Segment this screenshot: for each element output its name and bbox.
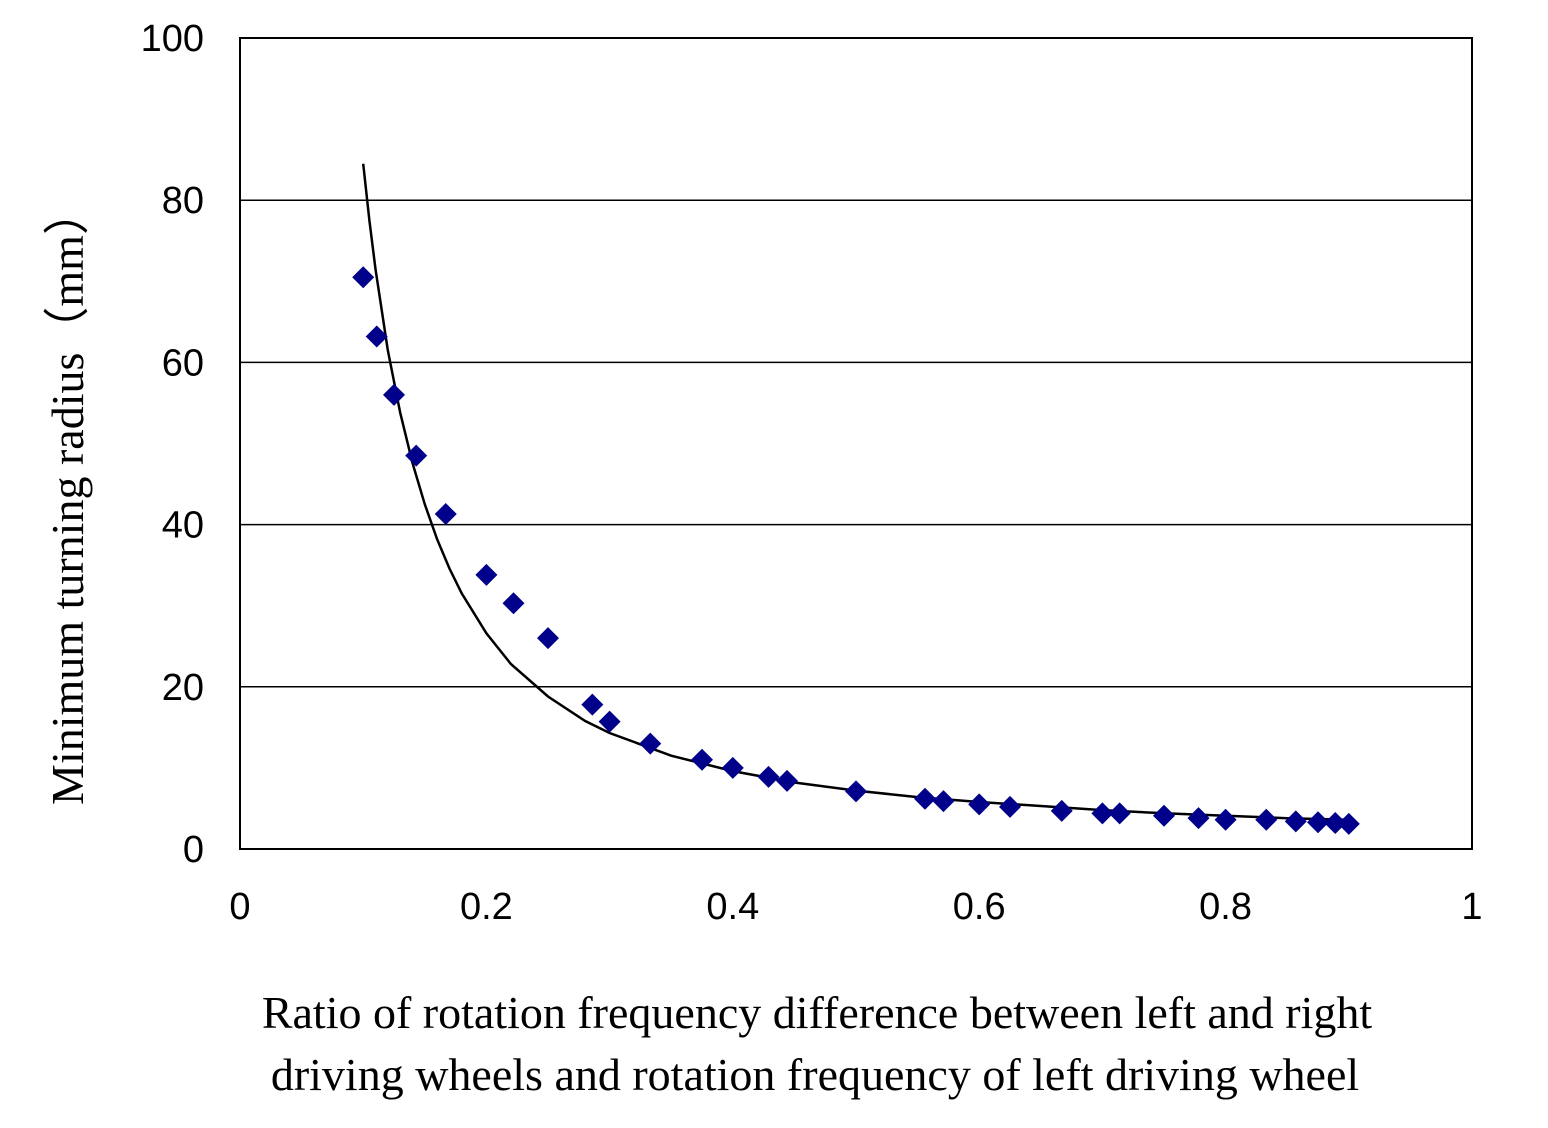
x-tick-label: 0.8 — [1199, 886, 1252, 928]
data-point — [1050, 799, 1073, 822]
plot-area — [239, 37, 1473, 850]
x-axis-title-line-2: driving wheels and rotation frequency of… — [271, 1049, 1359, 1100]
data-point — [845, 780, 867, 803]
data-point — [352, 266, 375, 289]
data-point — [1187, 807, 1210, 830]
y-axis-ticks: 0 20 40 60 80 100 — [141, 18, 204, 871]
data-point — [639, 732, 662, 755]
data-point — [1324, 812, 1347, 835]
x-tick-label: 0.2 — [460, 886, 513, 928]
data-point — [405, 444, 428, 467]
data-point — [1153, 804, 1175, 827]
x-tick-label: 1 — [1461, 886, 1482, 928]
data-point — [968, 793, 991, 816]
data-point — [776, 769, 799, 792]
data-point — [1337, 812, 1360, 835]
data-point — [365, 325, 388, 348]
x-axis-ticks: 0 0.2 0.4 0.6 0.8 1 — [229, 886, 1482, 928]
data-point — [581, 693, 604, 716]
data-point — [999, 795, 1021, 818]
data-point — [932, 790, 955, 813]
data-point — [757, 765, 780, 788]
gridlines — [240, 199, 1472, 688]
y-tick-label: 60 — [162, 342, 204, 384]
data-point — [383, 383, 405, 406]
data-point — [1307, 811, 1329, 834]
data-point — [1108, 802, 1131, 825]
data-point — [1214, 808, 1237, 831]
data-point — [434, 503, 457, 526]
data-point — [1255, 808, 1278, 831]
y-tick-label: 40 — [162, 505, 204, 547]
data-point — [598, 710, 621, 733]
x-tick-label: 0.4 — [706, 886, 759, 928]
data-point — [1091, 802, 1114, 825]
data-point — [537, 627, 559, 650]
y-tick-label: 80 — [162, 180, 204, 222]
y-axis-title: Minimum turning radius（mm） — [42, 189, 93, 805]
y-tick-label: 0 — [183, 829, 204, 871]
x-tick-label: 0.6 — [953, 886, 1006, 928]
data-point — [721, 756, 744, 779]
y-tick-label: 20 — [162, 667, 204, 709]
y-tick-label: 100 — [141, 18, 204, 60]
x-axis-title-line-1: Ratio of rotation frequency difference b… — [262, 987, 1373, 1038]
fit-curve — [361, 163, 1349, 822]
data-point — [691, 748, 713, 771]
data-points — [352, 266, 1360, 835]
x-tick-label: 0 — [229, 886, 250, 928]
data-point — [475, 563, 498, 586]
data-point — [502, 592, 525, 615]
data-point — [1284, 810, 1307, 833]
data-point — [913, 787, 936, 810]
